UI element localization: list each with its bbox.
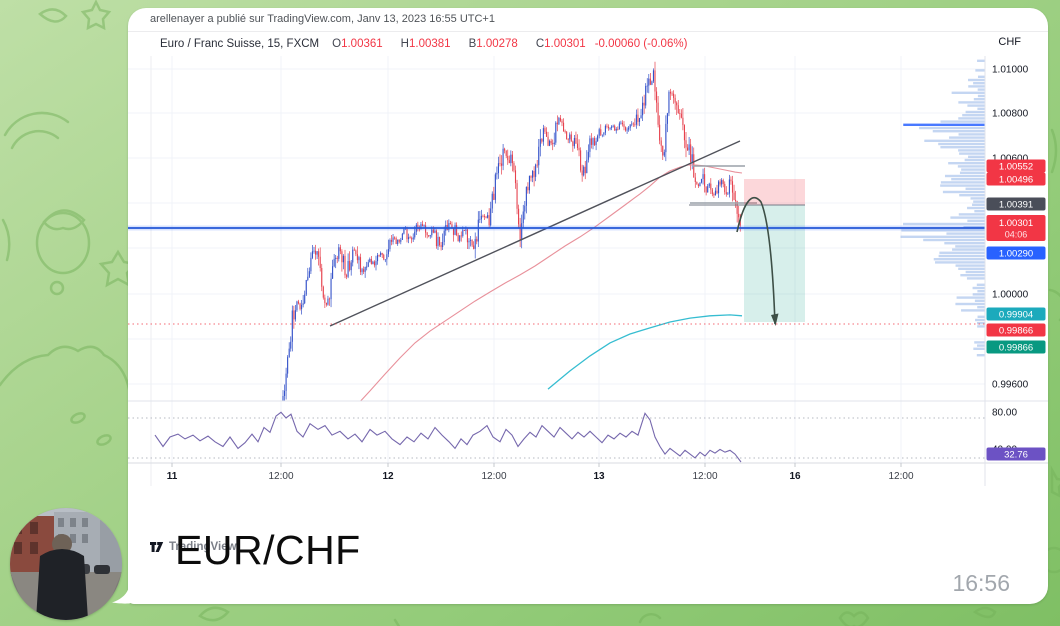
drawings[interactable] xyxy=(128,140,985,327)
avatar-photo xyxy=(10,508,122,620)
price-badge-0.99866: 0.99866 xyxy=(986,323,1046,337)
price-badge-0.99866: 0.99866 xyxy=(986,340,1046,354)
svg-text:04:06: 04:06 xyxy=(1005,230,1028,240)
close-value: 1.00301 xyxy=(544,38,586,50)
tradingview-logo-text: TradingView xyxy=(169,541,237,553)
price-tick: 1.00600 xyxy=(992,154,1029,165)
short-position-stop-box xyxy=(744,179,805,205)
svg-text:0.99866: 0.99866 xyxy=(999,326,1033,337)
price-tick: 0.99600 xyxy=(992,380,1029,391)
low-label: B xyxy=(468,38,477,50)
bubble-tail xyxy=(112,558,131,604)
price-tick: 1.00800 xyxy=(992,109,1029,120)
time-tick: 12:00 xyxy=(268,471,293,482)
chart-title-row: Euro / Franc Suisse, 15, FXCM O 1.00361 H… xyxy=(128,32,1048,56)
message-caption-row: EUR/CHF 16:56 xyxy=(128,511,1048,604)
message-bubble: arellenayer a publié sur TradingView.com… xyxy=(112,8,1048,604)
svg-text:0.99904: 0.99904 xyxy=(999,310,1033,321)
moving-averages xyxy=(359,164,743,401)
change-value: -0.00060 (-0.06%) xyxy=(594,38,688,50)
svg-text:1.00391: 1.00391 xyxy=(999,200,1033,211)
price-badge-1.00391: 1.00391 xyxy=(986,197,1046,211)
close-label: C xyxy=(535,38,545,50)
time-axis[interactable]: 11 12:00 12 12:00 13 12:00 16 12:00 xyxy=(167,463,914,482)
svg-text:1.00552: 1.00552 xyxy=(999,162,1033,173)
rsi-pane xyxy=(128,411,985,463)
open-value: 1.00361 xyxy=(341,38,383,50)
price-badge-1.00290: 1.00290 xyxy=(986,246,1046,260)
time-tick: 16 xyxy=(789,471,801,482)
high-label: H xyxy=(400,38,409,50)
price-badge-1.00552: 1.00552 xyxy=(986,159,1046,173)
avatar[interactable] xyxy=(10,508,122,620)
low-value: 1.00278 xyxy=(476,38,518,50)
time-tick: 12:00 xyxy=(888,471,913,482)
high-value: 1.00381 xyxy=(408,38,451,50)
price-axis-currency: CHF xyxy=(998,36,1021,48)
svg-text:1.00496: 1.00496 xyxy=(999,175,1033,186)
trend-line xyxy=(329,140,741,327)
pane-separators xyxy=(128,56,1048,486)
svg-text:32.76: 32.76 xyxy=(1004,450,1028,461)
message-caption: EUR/CHF xyxy=(175,527,361,573)
tradingview-logo-icon xyxy=(150,542,164,552)
open-label: O xyxy=(332,38,342,50)
svg-text:1.00290: 1.00290 xyxy=(999,249,1033,260)
volume-profile xyxy=(900,59,986,357)
gridlines xyxy=(128,56,985,486)
price-tick: 1.01000 xyxy=(992,65,1029,76)
price-tick: 1.00000 xyxy=(992,290,1029,301)
time-tick: 11 xyxy=(167,471,178,482)
projection-arrow xyxy=(736,197,776,325)
time-tick: 12:00 xyxy=(481,471,506,482)
post-attribution: arellenayer a publié sur TradingView.com… xyxy=(128,8,1048,32)
time-tick: 13 xyxy=(593,471,605,482)
chart-canvas: 1.01000 1.00800 1.00600 1.00000 0.99600 80.00… xyxy=(128,56,1048,486)
price-badge-0.99904: 0.99904 xyxy=(986,307,1046,321)
time-tick: 12:00 xyxy=(692,471,717,482)
rsi-line xyxy=(154,411,742,463)
instrument-title: Euro / Franc Suisse, 15, FXCM xyxy=(160,38,320,50)
svg-text:1.00301: 1.00301 xyxy=(999,218,1033,229)
price-badge-1.00496: 1.00496 xyxy=(986,172,1046,186)
price-tick: 80.00 xyxy=(992,408,1017,419)
chart-image[interactable]: 1.01000 1.00800 1.00600 1.00000 0.99600 80.00… xyxy=(128,56,1048,553)
time-tick: 12 xyxy=(382,471,394,482)
svg-text:0.99866: 0.99866 xyxy=(999,343,1033,354)
tradingview-logo: TradingView xyxy=(149,540,237,554)
price-axis[interactable]: 1.01000 1.00800 1.00600 1.00000 0.99600 80.00… xyxy=(986,65,1046,461)
price-badge-32.76: 32.76 xyxy=(986,447,1046,461)
message-timestamp: 16:56 xyxy=(952,570,1010,596)
